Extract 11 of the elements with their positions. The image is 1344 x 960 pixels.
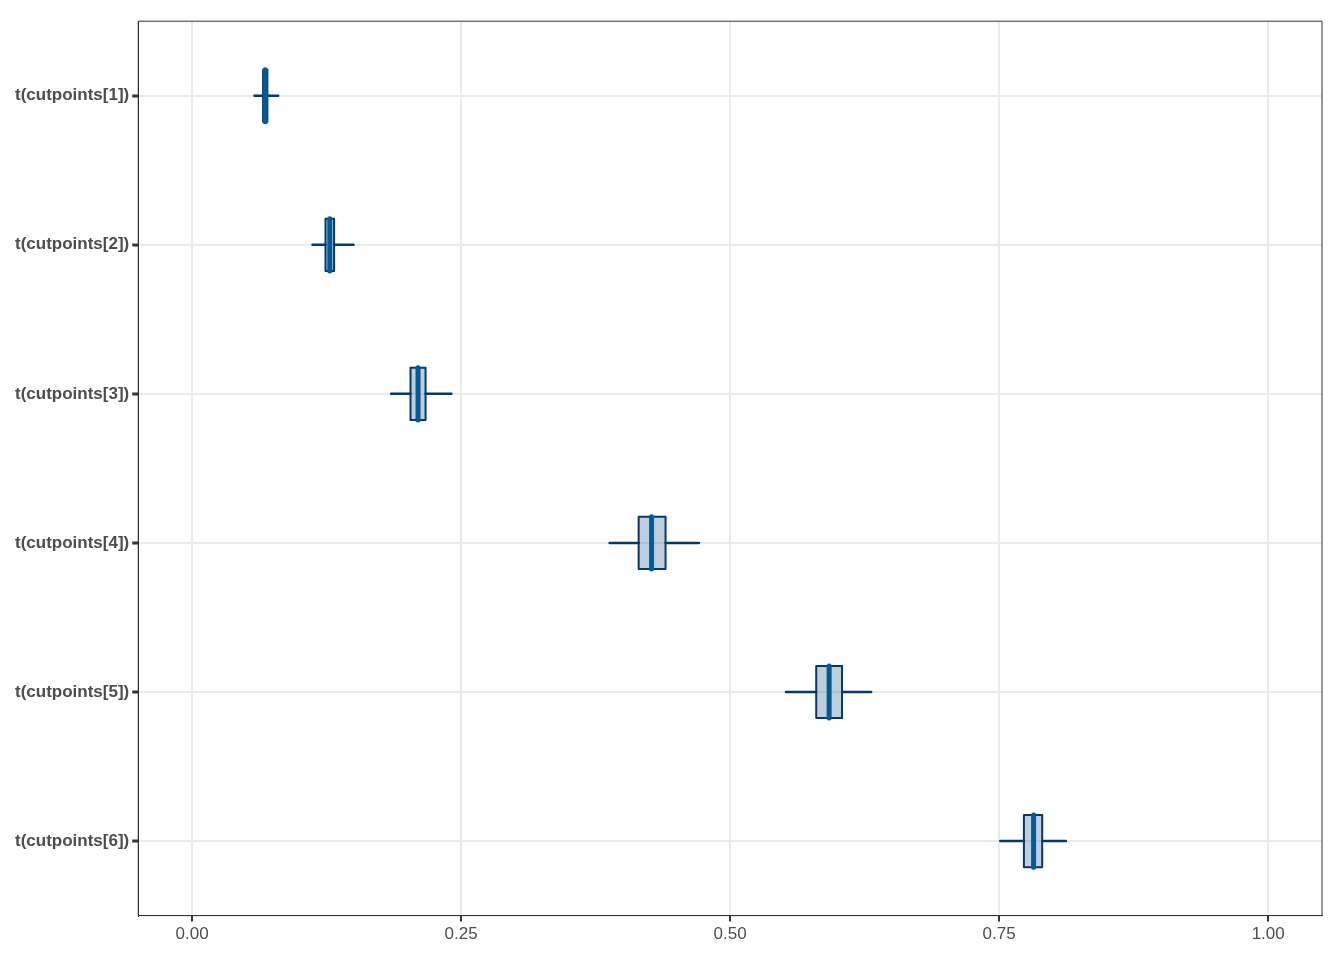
x-tick-label: 0.75 — [982, 924, 1016, 944]
y-tick-label: t(cutpoints[5]) — [14, 681, 130, 701]
y-tick-label: t(cutpoints[1]) — [14, 85, 130, 105]
x-tick-label: 0.00 — [175, 924, 209, 944]
x-tick-label: 0.50 — [713, 924, 747, 944]
x-tick-label: 1.00 — [1251, 924, 1285, 944]
y-tick-label: t(cutpoints[2]) — [14, 234, 130, 254]
y-tick-label: t(cutpoints[4]) — [14, 532, 130, 552]
x-tick-label: 0.25 — [444, 924, 478, 944]
y-tick-label: t(cutpoints[3]) — [14, 383, 130, 403]
y-tick-label: t(cutpoints[6]) — [14, 830, 130, 850]
